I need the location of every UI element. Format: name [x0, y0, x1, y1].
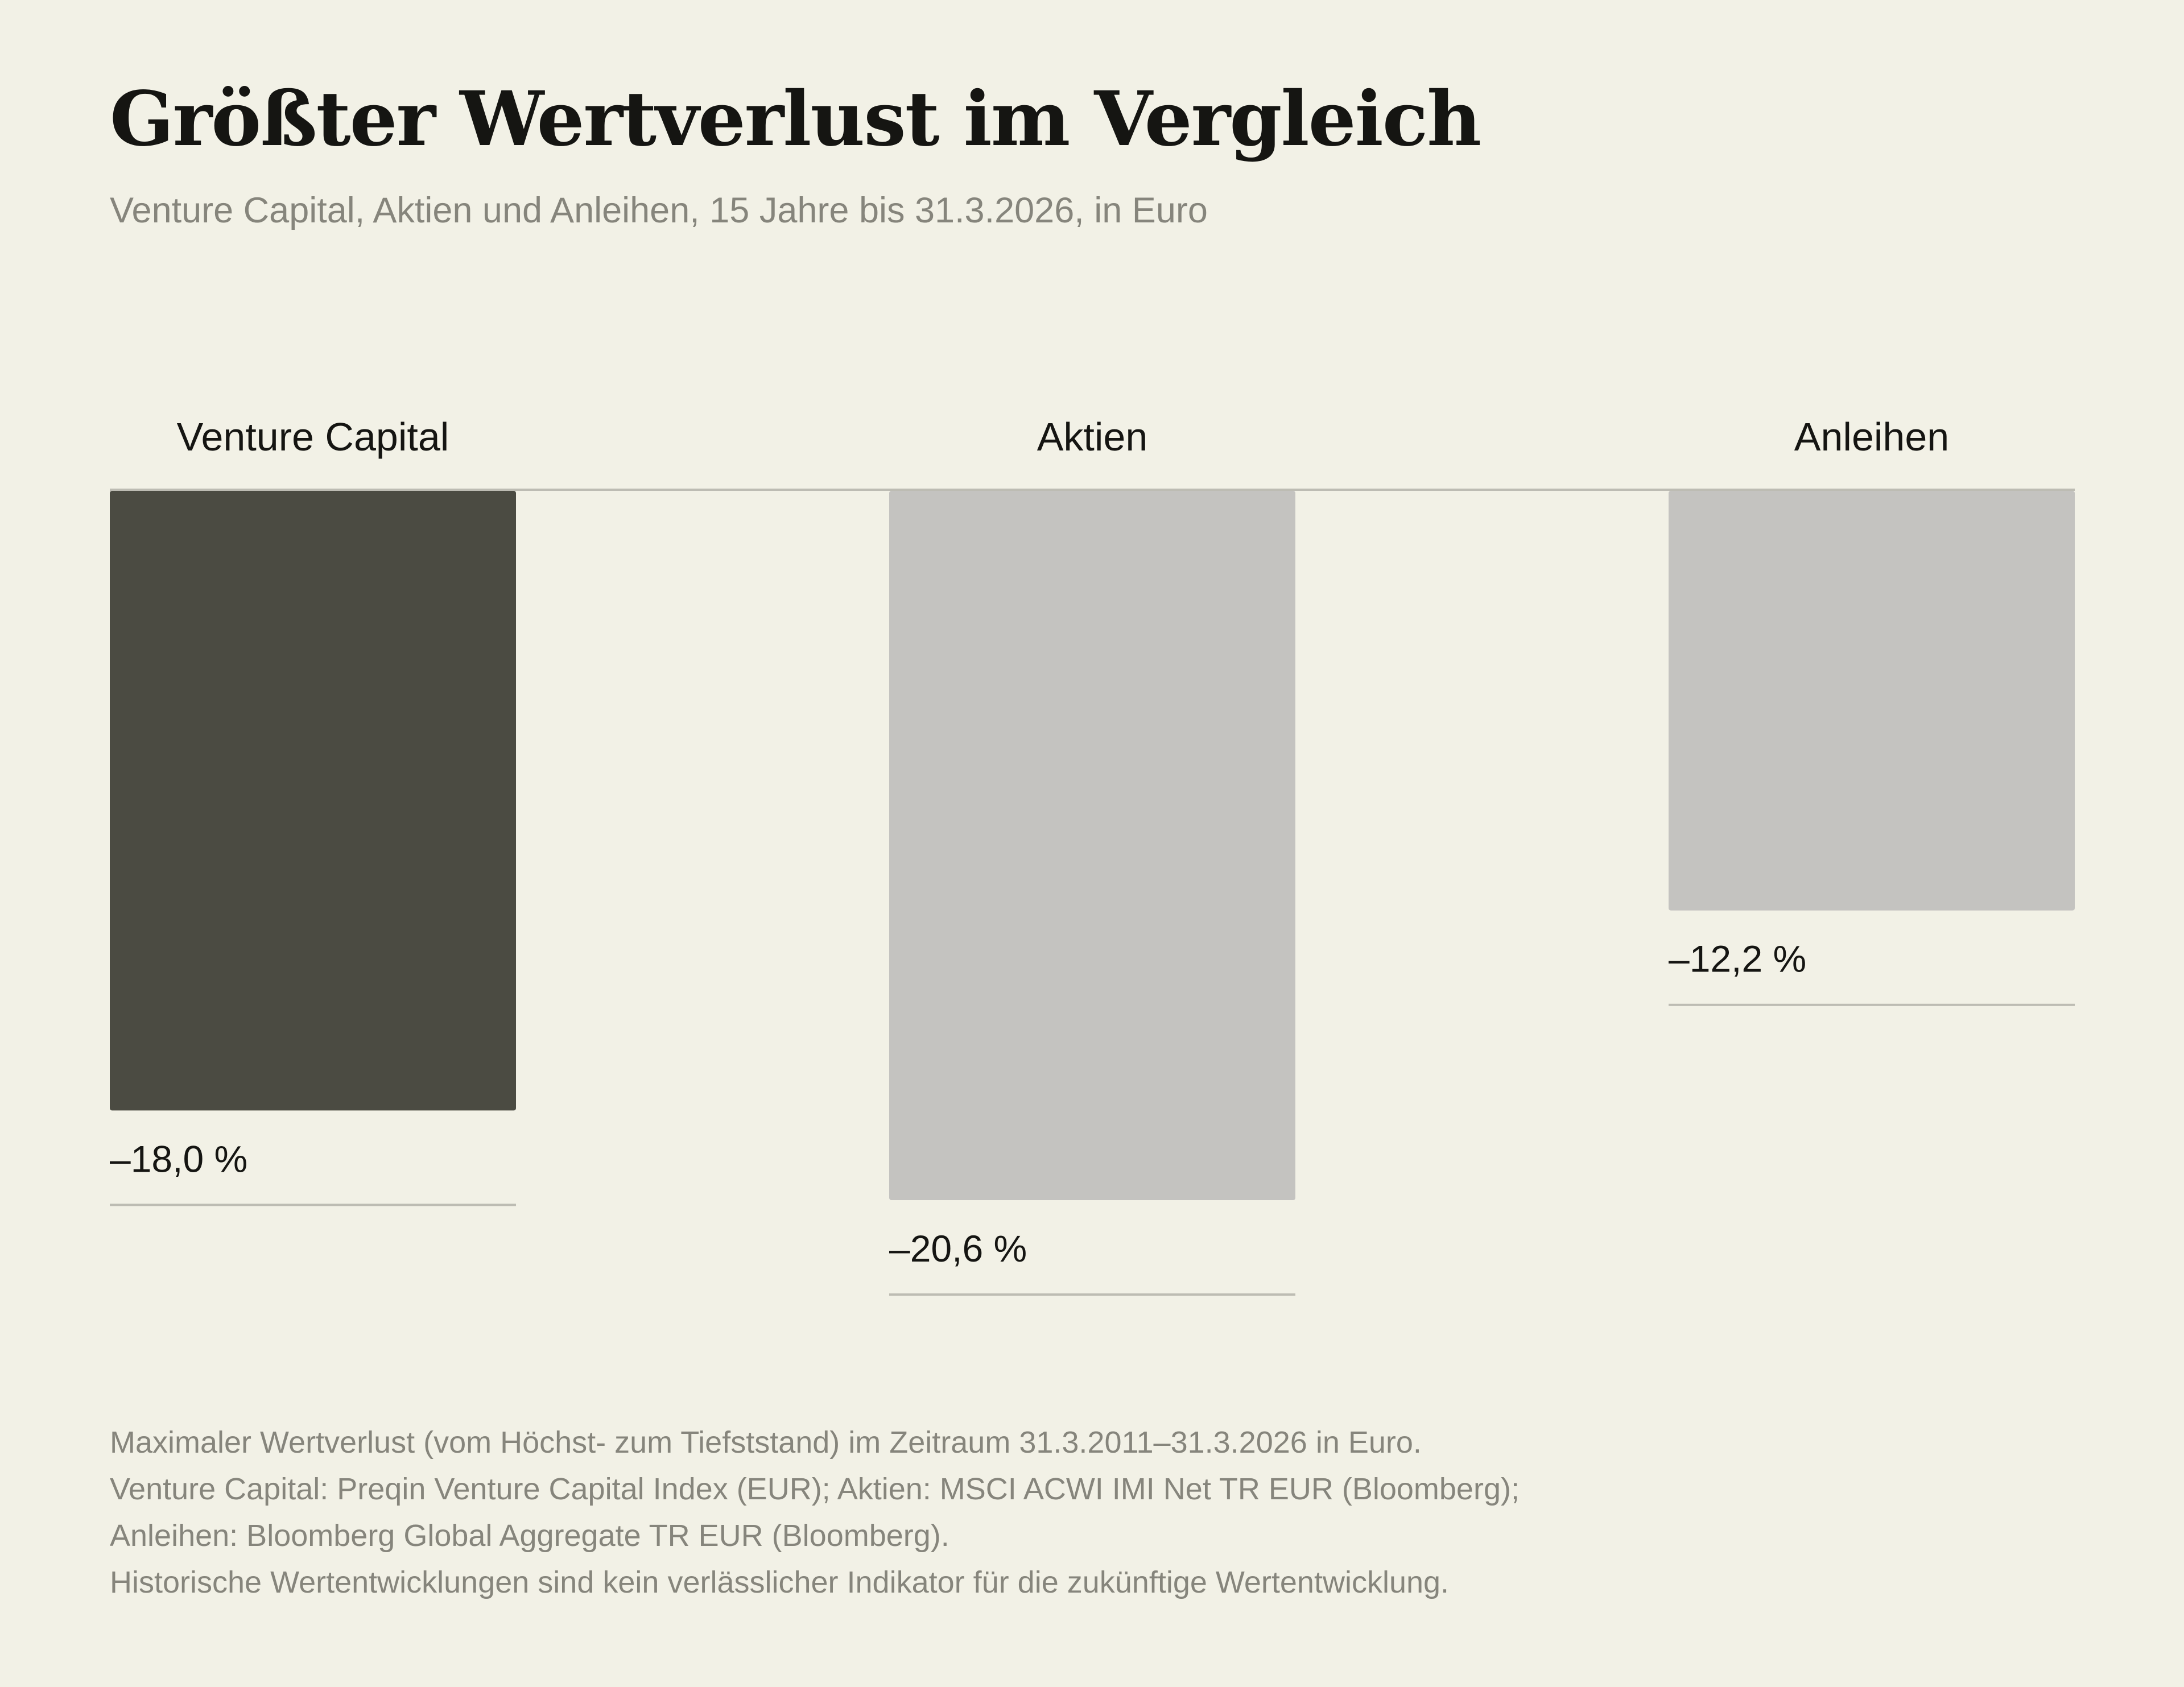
footnote: Venture Capital: Preqin Venture Capital …	[110, 1472, 1520, 1506]
category-label: Aktien	[1037, 415, 1148, 459]
chart-subtitle: Venture Capital, Aktien und Anleihen, 15…	[110, 191, 1208, 230]
category-label: Anleihen	[1794, 415, 1949, 459]
bar	[889, 491, 1295, 1200]
bar	[110, 491, 516, 1111]
bar	[1669, 491, 2075, 911]
footnote: Maximaler Wertverlust (vom Höchst- zum T…	[110, 1425, 1422, 1459]
category-label: Venture Capital	[177, 415, 449, 459]
value-label: –18,0 %	[110, 1138, 247, 1180]
footnote: Anleihen: Bloomberg Global Aggregate TR …	[110, 1519, 949, 1553]
chart-title: Größter Wertverlust im Vergleich	[110, 75, 1481, 163]
value-label: –12,2 %	[1669, 938, 1806, 980]
footnotes: Maximaler Wertverlust (vom Höchst- zum T…	[110, 1419, 1520, 1606]
footnote: Historische Wertentwicklungen sind kein …	[110, 1565, 1450, 1599]
value-label: –20,6 %	[889, 1227, 1027, 1270]
